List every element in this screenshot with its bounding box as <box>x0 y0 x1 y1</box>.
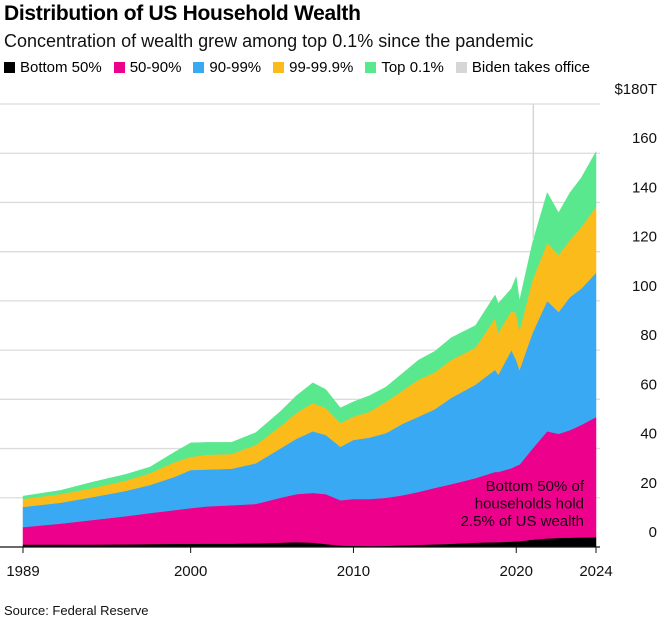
y-tick-label-140: 140 <box>632 179 657 196</box>
legend-item-50-90: 50-90% <box>113 59 182 76</box>
axes: 0 20 40 60 80 100 120 140 160 $180T 1989 2000 2010 20… <box>0 81 657 580</box>
area-series <box>22 150 597 548</box>
y-tick-label-120: 120 <box>632 229 657 246</box>
legend-item-top-01: Top 0.1% <box>365 59 444 76</box>
chart-title: Distribution of US Household Wealth <box>4 2 361 25</box>
legend-swatch-top-01 <box>365 62 377 73</box>
annotation-line-2: households hold <box>475 496 584 513</box>
y-tick-label-80: 80 <box>640 327 657 344</box>
legend-item-biden: Biden takes office <box>455 59 591 76</box>
y-tick-label-60: 60 <box>640 376 657 393</box>
x-tick-label-2024: 2024 <box>579 563 612 580</box>
stacked-area-chart: 0 20 40 60 80 100 120 140 160 $180T 1989 2000 2010 20… <box>0 81 657 580</box>
y-tick-label-20: 20 <box>640 475 657 492</box>
legend-swatch-99-999 <box>273 62 285 73</box>
annotation-line-3: 2.5% of US wealth <box>461 513 584 530</box>
x-tick-label-1989: 1989 <box>6 563 39 580</box>
legend-swatch-biden <box>455 62 467 73</box>
legend-label-50-90: 50-90% <box>129 59 182 76</box>
y-tick-label-160: 160 <box>632 130 657 147</box>
legend-swatch-90-99 <box>193 62 205 73</box>
legend-item-99-999: 99-99.9% <box>273 59 353 76</box>
legend-swatch-50-90 <box>113 62 125 73</box>
y-tick-label-40: 40 <box>640 426 657 443</box>
legend-label-99-999: 99-99.9% <box>289 59 354 76</box>
legend-label-bottom-50: Bottom 50% <box>20 59 102 76</box>
y-tick-label-100: 100 <box>632 278 657 295</box>
area-top-0-1 <box>22 150 597 500</box>
legend-label-biden: Biden takes office <box>471 59 591 76</box>
x-tick-label-2000: 2000 <box>174 563 207 580</box>
legend-label-90-99: 90-99% <box>209 59 262 76</box>
y-tick-label-0: 0 <box>649 524 657 541</box>
source-note: Source: Federal Reserve <box>4 603 149 618</box>
annotation-line-1: Bottom 50% of <box>486 478 585 495</box>
legend: Bottom 50% 50-90% 90-99% 99-99.9% Top 0.… <box>4 59 602 76</box>
x-tick-label-2020: 2020 <box>500 563 533 580</box>
legend-label-top-01: Top 0.1% <box>381 59 444 76</box>
y-tick-label-180: $180T <box>614 81 657 98</box>
x-tick-label-2010: 2010 <box>337 563 370 580</box>
chart-subtitle: Concentration of wealth grew among top 0… <box>4 31 534 51</box>
legend-swatch-bottom-50 <box>4 62 15 73</box>
legend-item-bottom-50: Bottom 50% <box>4 59 102 76</box>
legend-item-90-99: 90-99% <box>193 59 261 76</box>
